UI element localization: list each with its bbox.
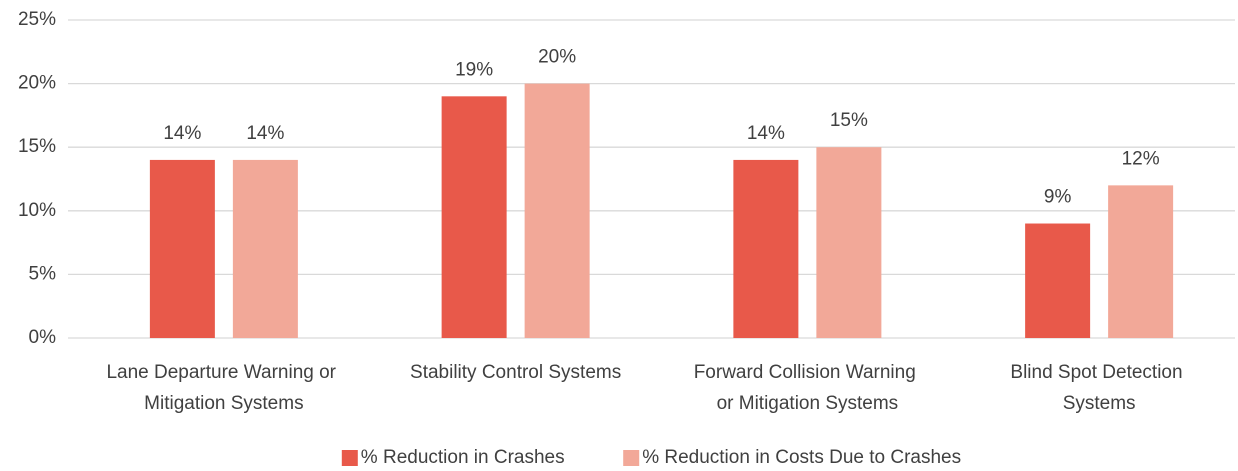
value-label: 14%	[747, 123, 785, 144]
x-tick-label: Blind Spot Detection Systems	[1010, 362, 1187, 414]
x-tick-label: Stability Control Systems	[410, 362, 621, 383]
legend-swatch	[341, 450, 358, 466]
value-label: 15%	[830, 110, 868, 131]
bar	[441, 96, 507, 338]
y-tick-label: 5%	[29, 263, 57, 284]
value-label: 20%	[538, 47, 576, 68]
value-label: 14%	[163, 123, 201, 144]
y-tick-label: 20%	[18, 73, 56, 94]
legend-label: % Reduction in Costs Due to Crashes	[642, 447, 961, 468]
value-label: 14%	[246, 123, 284, 144]
bar	[733, 159, 799, 338]
y-tick-label: 0%	[29, 327, 57, 348]
legend-swatch	[623, 450, 640, 466]
bar	[1108, 185, 1174, 338]
x-tick-label: Lane Departure Warning or Mitigation Sys…	[106, 362, 341, 414]
y-tick-label: 25%	[18, 9, 56, 30]
bar	[232, 159, 298, 338]
bar	[524, 83, 590, 338]
x-tick-label: Forward Collision Warning or Mitigation …	[694, 362, 921, 414]
bar	[1025, 223, 1091, 338]
value-label: 12%	[1122, 148, 1160, 169]
y-tick-label: 10%	[18, 200, 56, 221]
bar	[816, 147, 882, 338]
value-label: 19%	[455, 59, 493, 80]
y-tick-label: 15%	[18, 136, 56, 157]
legend-label: % Reduction in Crashes	[361, 447, 565, 468]
bar	[149, 159, 215, 338]
value-label: 9%	[1044, 187, 1072, 208]
